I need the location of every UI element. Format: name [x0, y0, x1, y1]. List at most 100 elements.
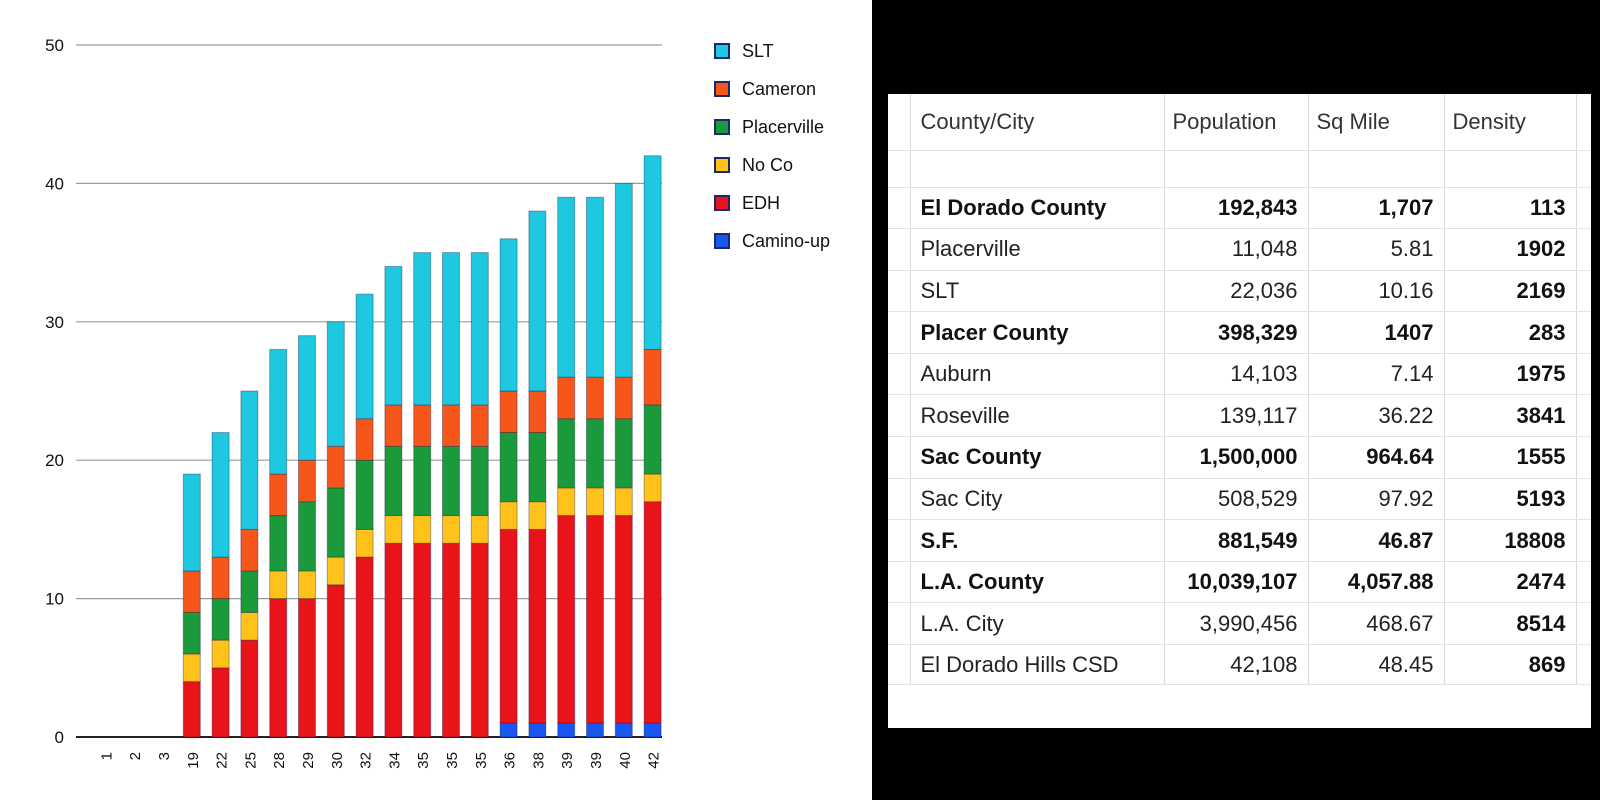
row-gutter — [1576, 353, 1591, 396]
bar-segment-placerville — [413, 445, 432, 517]
legend-item-cameron: Cameron — [714, 70, 864, 108]
table-row: El Dorado County 192,843 1,707 113 — [888, 187, 1591, 230]
cell-population: 22,036 — [1164, 270, 1309, 313]
cell-density: 1555 — [1444, 436, 1577, 479]
bar-segment-edh — [326, 584, 345, 738]
row-gutter — [888, 394, 911, 438]
row-gutter — [1576, 94, 1591, 151]
bar-segment-camino-up — [586, 722, 604, 738]
bar-segment-edh — [298, 598, 316, 738]
bar-segment-placerville — [557, 418, 576, 489]
x-tick-label: 34 — [386, 752, 403, 769]
bar-segment-no-co — [269, 570, 288, 600]
table-row: Placer County 398,329 1407 283 — [888, 311, 1591, 354]
cell-county-city: Placerville — [910, 228, 1165, 271]
legend-label: SLT — [742, 40, 774, 61]
x-tick-label: 32 — [358, 752, 375, 769]
cell-county-city: Placer County — [910, 311, 1165, 354]
header-sq-mile: Sq Mile — [1308, 94, 1445, 151]
x-tick-label: 39 — [559, 752, 576, 769]
blank-cell — [888, 150, 911, 188]
legend-swatch — [714, 43, 730, 59]
bar-segment-placerville — [355, 459, 374, 530]
population-density-table-panel: County/City Population Sq Mile Density E… — [888, 94, 1591, 728]
row-gutter — [888, 228, 911, 271]
bar-segment-no-co — [499, 501, 518, 530]
row-gutter — [1576, 644, 1591, 686]
bar-segment-edh — [643, 501, 662, 724]
bar-segment-cameron — [528, 390, 547, 434]
cell-population: 42,108 — [1164, 644, 1309, 686]
y-tick-label: 0 — [55, 728, 64, 747]
bar-segment-slt — [211, 432, 230, 558]
row-gutter — [1576, 602, 1591, 646]
bar-segment-edh — [470, 542, 489, 738]
y-tick-label: 50 — [45, 36, 64, 55]
bar-segment-edh — [413, 542, 432, 738]
bar-segment-placerville — [499, 432, 518, 503]
table-header-row: County/City Population Sq Mile Density — [888, 94, 1591, 151]
cell-density: 5193 — [1444, 478, 1577, 521]
legend-item-no-co: No Co — [714, 146, 864, 184]
blank-cell — [1444, 150, 1577, 188]
bar-segment-no-co — [211, 639, 230, 669]
table-row: Sac County 1,500,000 964.64 1555 — [888, 436, 1591, 479]
bar-segment-edh — [586, 515, 604, 724]
bar-segment-placerville — [442, 445, 460, 517]
header-county-city: County/City — [910, 94, 1165, 151]
bar-segment-placerville — [182, 611, 201, 655]
bar-segment-placerville — [528, 432, 547, 503]
legend-item-camino-up: Camino-up — [714, 222, 864, 260]
legend-label: No Co — [742, 154, 794, 175]
bar-segment-slt — [643, 155, 662, 350]
x-tick-label: 19 — [185, 752, 202, 769]
bar-segment-placerville — [643, 404, 662, 475]
bar-segment-slt — [326, 321, 345, 447]
table-row: Roseville 139,117 36.22 3841 — [888, 394, 1591, 438]
cell-density: 3841 — [1444, 394, 1577, 438]
y-tick-label: 40 — [45, 174, 64, 193]
row-gutter — [888, 270, 911, 313]
bar-segment-edh — [528, 528, 547, 724]
cell-sq-mile: 36.22 — [1308, 394, 1445, 438]
x-tick-label: 2 — [127, 752, 144, 760]
bar-segment-slt — [614, 182, 633, 378]
x-tick-label: 38 — [530, 752, 547, 769]
bar-segment-camino-up — [499, 722, 518, 738]
bar-segment-cameron — [470, 404, 489, 447]
bar-segment-placerville — [326, 487, 345, 558]
y-tick-label: 30 — [45, 313, 64, 332]
bar-segment-cameron — [211, 556, 230, 600]
legend-swatch — [714, 119, 730, 135]
bar-segment-edh — [182, 681, 201, 738]
table-body: County/City Population Sq Mile Density E… — [888, 94, 1591, 686]
cell-density: 283 — [1444, 311, 1577, 354]
row-gutter — [1576, 228, 1591, 271]
bar-segment-camino-up — [528, 722, 547, 738]
cell-sq-mile: 468.67 — [1308, 602, 1445, 646]
bar-segment-slt — [182, 473, 201, 572]
bar-segment-edh — [211, 667, 230, 738]
bar-segment-edh — [614, 515, 633, 724]
row-gutter — [1576, 270, 1591, 313]
bar-segment-edh — [384, 542, 403, 738]
cell-density: 1975 — [1444, 353, 1577, 396]
bar-segment-placerville — [384, 445, 403, 517]
bar-segment-camino-up — [614, 722, 633, 738]
bar-segment-slt — [499, 238, 518, 392]
bar-segment-no-co — [557, 487, 576, 517]
bar-segment-placerville — [586, 418, 604, 489]
row-gutter — [888, 602, 911, 646]
bar-segment-slt — [442, 252, 460, 406]
x-tick-label: 39 — [588, 752, 605, 769]
x-tick-label: 1 — [98, 752, 115, 760]
row-gutter — [1576, 561, 1591, 604]
x-tick-label: 3 — [156, 752, 173, 760]
legend-swatch — [714, 157, 730, 173]
bar-segment-cameron — [557, 376, 576, 420]
bar-segment-cameron — [586, 376, 604, 420]
bar-segment-placerville — [240, 570, 259, 613]
header-density: Density — [1444, 94, 1577, 151]
bar-segment-slt — [240, 390, 259, 530]
legend-item-slt: SLT — [714, 32, 864, 70]
